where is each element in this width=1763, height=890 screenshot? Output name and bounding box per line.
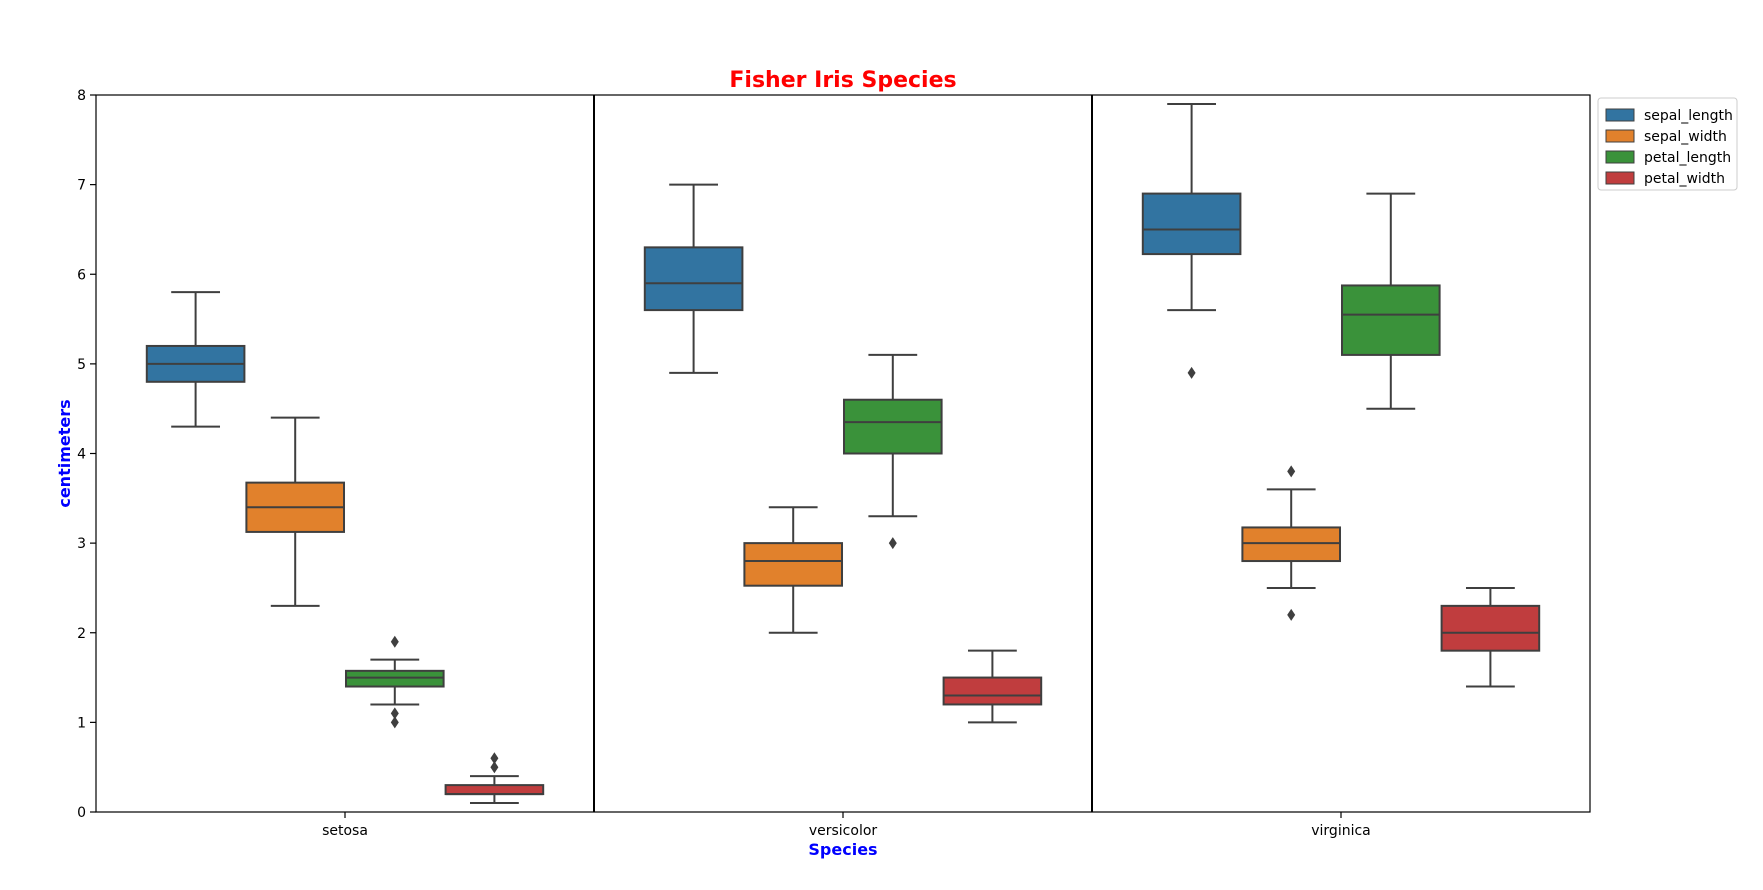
- iqr-box: [842, 398, 943, 455]
- box-petal-length-virginica: [1340, 192, 1441, 410]
- y-tick-label: 2: [77, 626, 86, 642]
- legend: sepal_length sepal_width petal_lengthpetal…: [1597, 97, 1738, 191]
- legend-swatch: [1605, 150, 1635, 164]
- outlier-marker: [390, 707, 399, 720]
- y-tick-label: 4: [77, 447, 86, 463]
- outlier-marker: [1187, 366, 1196, 379]
- iqr-box: [1340, 284, 1441, 356]
- y-axis-title: centimeters: [55, 399, 74, 507]
- legend-swatch: [1605, 171, 1635, 185]
- y-tick-label: 8: [77, 88, 86, 104]
- y-axis: 0 1 2 3 4 5 6 7 8: [77, 88, 96, 821]
- species-dividers: [593, 95, 1093, 812]
- box-petal-width-versicolor: [942, 649, 1043, 724]
- x-tick-label-versicolor: versicolor: [809, 823, 878, 839]
- box-petal-length-versicolor: [842, 353, 943, 550]
- x-tick-label-virginica: virginica: [1311, 823, 1371, 839]
- box-petal-length-setosa: [344, 635, 445, 729]
- legend-label: sepal_width: [1644, 129, 1727, 145]
- legend-item-sepal-width: sepal_width: [1605, 129, 1727, 145]
- y-tick-label: 1: [77, 715, 86, 731]
- iqr-box: [743, 542, 844, 587]
- y-tick-label: 6: [77, 267, 86, 283]
- legend-item-sepal-length: sepal_length: [1605, 108, 1733, 124]
- series-sepal-length: [145, 102, 1242, 428]
- x-tick-label-setosa: setosa: [322, 823, 368, 839]
- outlier-marker: [390, 635, 399, 648]
- box-petal-width-virginica: [1440, 586, 1541, 688]
- legend-label: petal_length: [1644, 150, 1731, 166]
- box-petal-width-setosa: [444, 752, 545, 805]
- iqr-box: [444, 784, 545, 796]
- series-petal-width: [444, 586, 1541, 805]
- box-sepal-length-setosa: [145, 291, 246, 428]
- x-axis: setosa versicolor virginica: [322, 812, 1371, 839]
- legend-label: sepal_length: [1644, 108, 1733, 124]
- box-sepal-length-versicolor: [643, 183, 744, 374]
- box-series-layer: [145, 102, 1541, 805]
- x-axis-title: Species: [808, 840, 877, 859]
- legend-swatch: [1605, 129, 1635, 143]
- box-sepal-width-setosa: [245, 416, 346, 607]
- y-tick-label: 7: [77, 178, 86, 194]
- box-sepal-width-virginica: [1241, 465, 1342, 621]
- outlier-marker: [490, 752, 499, 765]
- legend-swatch: [1605, 108, 1635, 122]
- outlier-marker: [1287, 608, 1296, 621]
- chart-title: Fisher Iris Species: [729, 68, 956, 93]
- series-sepal-width: [245, 416, 1342, 634]
- iqr-box: [942, 676, 1043, 706]
- outlier-marker: [1287, 465, 1296, 478]
- outlier-marker: [390, 716, 399, 729]
- iqr-box: [643, 246, 744, 312]
- y-tick-label: 0: [77, 805, 86, 821]
- legend-item-petal-width: petal_width: [1605, 171, 1725, 187]
- box-sepal-length-virginica: [1141, 102, 1242, 379]
- iqr-box: [344, 669, 445, 688]
- iqr-box: [1241, 526, 1342, 563]
- outlier-marker: [490, 761, 499, 774]
- box-sepal-width-versicolor: [743, 506, 844, 634]
- iqr-box: [1440, 604, 1541, 652]
- series-petal-length: [344, 192, 1441, 729]
- y-tick-label: 3: [77, 536, 86, 552]
- outlier-marker: [888, 537, 897, 550]
- legend-item-petal-length: petal_length: [1605, 150, 1731, 166]
- y-tick-label: 5: [77, 357, 86, 373]
- legend-label: petal_width: [1644, 171, 1725, 187]
- iqr-box: [1141, 192, 1242, 256]
